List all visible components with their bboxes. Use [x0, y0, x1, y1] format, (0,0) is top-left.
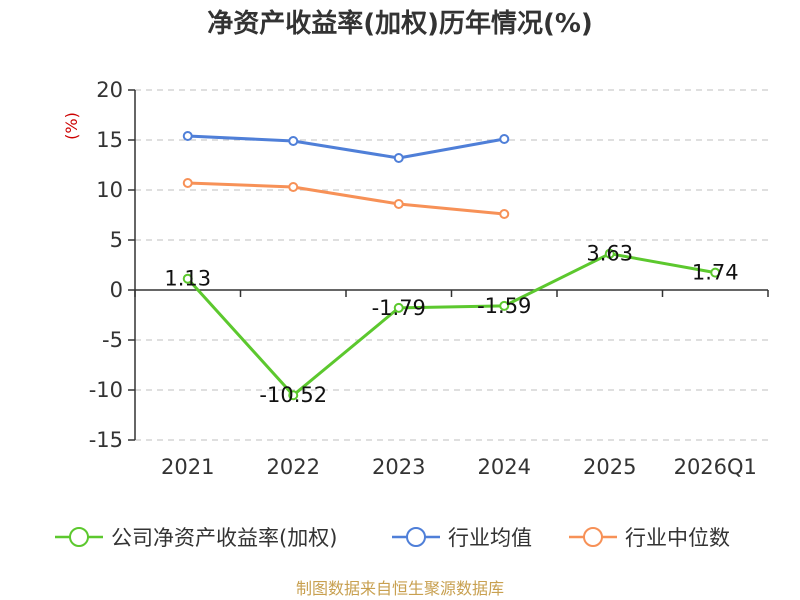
y-axis-label: (%)	[62, 112, 81, 140]
axes	[128, 89, 769, 441]
y-tick-labels: 20 15 10 5 0 -5 -10 -15	[89, 78, 123, 452]
x-tick-label: 2022	[267, 455, 320, 479]
y-tick-label: 10	[96, 178, 123, 202]
x-tick-label: 2024	[478, 455, 531, 479]
series-line-2	[187, 181, 505, 216]
data-label: -1.79	[372, 296, 426, 320]
y-tick-label: -10	[89, 378, 123, 402]
y-tick-label: -15	[89, 428, 123, 452]
y-tick-label: 5	[110, 228, 123, 252]
x-tick-label: 2023	[372, 455, 425, 479]
data-label: 1.13	[164, 267, 211, 291]
data-label: 1.74	[692, 261, 739, 285]
legend-label-1: 行业均值	[448, 526, 532, 550]
y-tick-label: 15	[96, 128, 123, 152]
data-point	[499, 209, 510, 219]
data-point	[288, 390, 299, 401]
data-point	[393, 199, 404, 209]
data-point	[499, 300, 510, 311]
data-point	[182, 178, 193, 188]
source-note: 制图数据来自恒生聚源数据库	[296, 579, 504, 598]
legend: 公司净资产收益率(加权) 行业均值 行业中位数	[55, 526, 730, 550]
legend-marker-1	[406, 527, 426, 547]
x-tick-label: 2026Q1	[674, 455, 757, 479]
data-point	[604, 248, 615, 259]
x-tick-label: 2021	[161, 455, 214, 479]
data-label: -1.59	[477, 294, 531, 318]
data-point	[393, 302, 404, 313]
series-lines	[182, 131, 721, 401]
x-tick-label: 2025	[583, 455, 636, 479]
y-tick-label: -5	[102, 328, 123, 352]
legend-label-0: 公司净资产收益率(加权)	[111, 526, 337, 550]
legend-label-2: 行业中位数	[625, 526, 730, 550]
data-label: -10.52	[259, 383, 327, 407]
data-point	[288, 136, 299, 146]
data-point	[182, 273, 193, 284]
data-point	[710, 267, 721, 278]
chart-title: 净资产收益率(加权)历年情况(%)	[207, 8, 593, 39]
legend-marker-0	[69, 527, 89, 547]
y-tick-label: 20	[96, 78, 123, 102]
data-point	[499, 134, 510, 144]
data-labels: 1.13 -10.52 -1.79 -1.59 3.63 1.74	[164, 242, 738, 408]
data-point	[288, 182, 299, 192]
data-point	[393, 153, 404, 163]
y-tick-label: 0	[110, 278, 123, 302]
data-point	[182, 131, 193, 141]
series-line-0	[186, 252, 716, 397]
series-line-1	[187, 134, 505, 160]
data-label: 3.63	[586, 242, 633, 266]
x-tick-labels: 2021 2022 2023 2024 2025 2026Q1	[161, 455, 757, 479]
legend-marker-2	[583, 527, 603, 547]
